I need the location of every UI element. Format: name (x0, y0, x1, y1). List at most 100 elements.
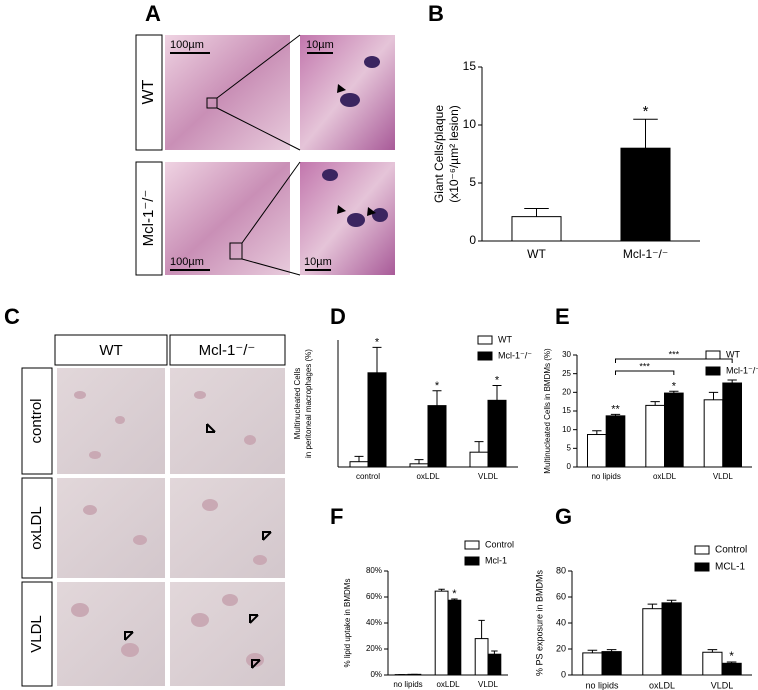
error-bar (707, 649, 718, 653)
scale-bar-label: 10µm (306, 39, 334, 51)
error-bar (492, 385, 502, 401)
x-tick-label: oxLDL (653, 472, 677, 481)
panel-letter: C (4, 304, 20, 329)
error-bar (647, 603, 658, 609)
y-tick-label: 20 (562, 387, 571, 396)
bar (427, 405, 447, 468)
significance: * (435, 380, 440, 392)
bar (367, 372, 387, 468)
legend-label: Control (715, 545, 747, 556)
panel-letter: E (555, 304, 570, 329)
bar (645, 404, 665, 468)
bar (434, 590, 449, 676)
x-tick-label: VLDL (713, 472, 734, 481)
y-tick-label: 40 (556, 617, 566, 627)
scale-bar-label: 100µm (170, 256, 204, 268)
bracket (615, 370, 675, 375)
y-axis-label: Multinucleated Cells (293, 368, 302, 440)
y-tick-label: 60% (366, 592, 382, 601)
y-tick-label: 15 (562, 406, 571, 415)
error-bar (432, 390, 442, 406)
y-tick-label: 0 (561, 669, 566, 679)
bar (605, 415, 626, 468)
legend-swatch (464, 540, 480, 550)
bracket-label: *** (639, 361, 650, 371)
legend-swatch (705, 350, 721, 360)
y-tick-label: 0% (370, 670, 382, 679)
significance: ** (611, 403, 620, 415)
row-label: VLDL (28, 615, 45, 653)
row-label: control (28, 398, 45, 443)
column-label: WT (99, 342, 122, 359)
y-tick-label: 10 (463, 117, 477, 131)
y-tick-label: 60 (556, 591, 566, 601)
bar (722, 382, 742, 468)
x-tick-label: no lipids (393, 680, 422, 689)
x-tick-label: no lipids (591, 472, 620, 481)
significance: * (643, 103, 649, 120)
legend-swatch (477, 335, 493, 345)
error-bar (727, 379, 737, 383)
bar (474, 638, 489, 676)
error-bar (606, 649, 617, 652)
legend-swatch (694, 562, 710, 572)
bracket-label: *** (669, 349, 680, 359)
y-tick-label: 80% (366, 566, 382, 575)
bar (469, 451, 489, 468)
y-axis-label: % lipid uptake in BMDMs (343, 579, 352, 668)
row-label: Mcl-1⁻/⁻ (140, 190, 157, 247)
y-tick-label: 25 (562, 369, 571, 378)
legend-label: Control (485, 539, 514, 549)
x-tick-label: no lipids (585, 680, 619, 690)
panel-letter: G (555, 504, 572, 529)
y-tick-label: 0 (567, 462, 572, 471)
x-tick-label: WT (527, 247, 546, 261)
x-tick-label: VLDL (478, 472, 499, 481)
column-label: Mcl-1⁻/⁻ (199, 342, 256, 359)
y-tick-label: 20% (366, 644, 382, 653)
bar (487, 653, 502, 676)
y-tick-label: 40% (366, 618, 382, 627)
panel-letter: A (145, 1, 161, 26)
panel-letter: F (330, 504, 343, 529)
y-tick-label: 5 (469, 175, 476, 189)
error-bar (587, 649, 598, 653)
bar (702, 651, 723, 676)
error-bar (726, 661, 737, 664)
x-tick-label: Mcl-1⁻/⁻ (623, 247, 668, 261)
scale-bar-label: 100µm (170, 39, 204, 51)
y-tick-label: 80 (556, 565, 566, 575)
y-tick-label: 10 (562, 425, 571, 434)
bar (447, 599, 462, 676)
images (21, 34, 395, 687)
legend-label: WT (498, 334, 512, 344)
legend-swatch (464, 556, 480, 566)
y-axis-label: in peritoneal macrophages (%) (304, 349, 313, 458)
y-tick-label: 0 (469, 233, 476, 247)
error-bar (592, 430, 602, 435)
significance: * (495, 375, 500, 387)
legend-label: WT (726, 349, 740, 359)
bar (511, 216, 562, 242)
x-tick-label: oxLDL (416, 472, 440, 481)
legend-label: Mcl-1⁻/⁻ (726, 365, 758, 375)
y-axis-label: Giant Cells/plaque (432, 105, 446, 203)
row-label: oxLDL (28, 506, 45, 549)
error-bar (414, 459, 424, 464)
bar (409, 463, 429, 468)
bar (601, 651, 622, 676)
x-tick-label: control (356, 472, 380, 481)
error-bar (524, 208, 549, 217)
x-tick-label: oxLDL (649, 680, 675, 690)
legend-label: MCL-1 (715, 562, 745, 573)
legend-label: Mcl-1⁻/⁻ (498, 350, 532, 360)
bar (642, 608, 663, 676)
bracket (615, 358, 733, 363)
error-bar (438, 588, 445, 592)
y-axis-label: Multinucleated Cells in BMDMs (%) (543, 348, 552, 474)
error-bar (474, 441, 484, 453)
error-bar (354, 455, 364, 462)
legend-swatch (477, 351, 493, 361)
error-bar (650, 401, 660, 406)
